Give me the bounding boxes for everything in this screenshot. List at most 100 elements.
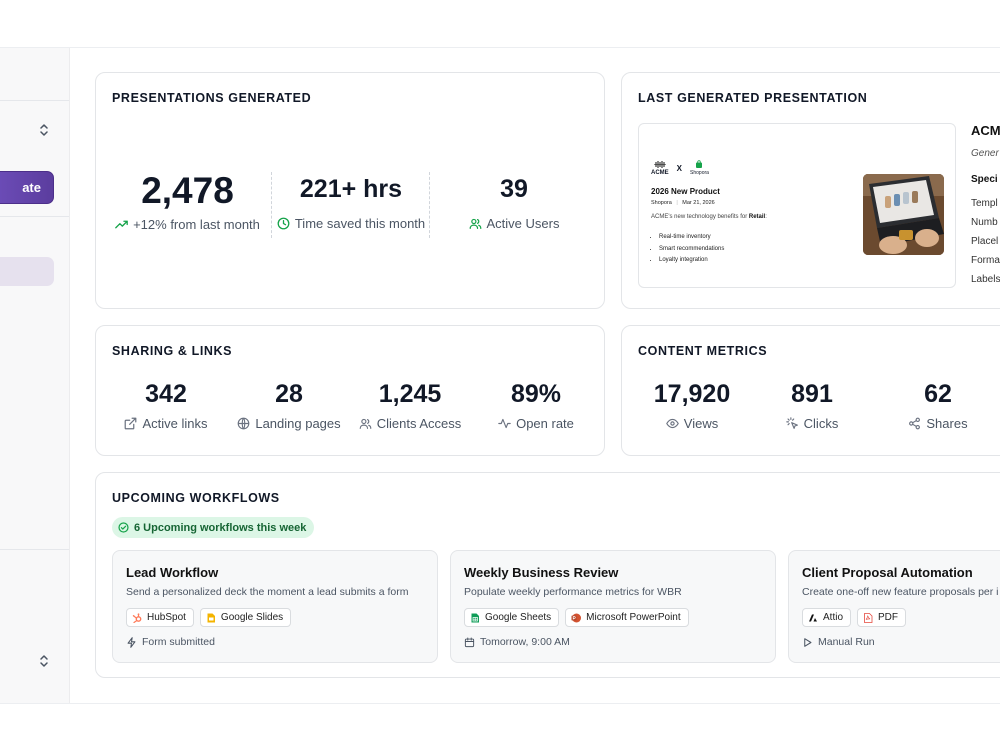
tag-label: HubSpot [147, 612, 186, 623]
bottom-bar [0, 703, 1000, 750]
preview-meta: Shopora | Mar 21, 2026 [651, 200, 715, 206]
presentation-name: ACM [971, 123, 1000, 138]
attio-icon [809, 614, 817, 621]
stat-label: Time saved this month [272, 216, 430, 231]
stat-label: Active links [106, 416, 226, 431]
stat-label-text: +12% from last month [133, 217, 260, 232]
workflows-card: UPCOMING WORKFLOWS 6 Upcoming workflows … [95, 472, 1000, 678]
sidebar-divider [0, 216, 69, 217]
divider [429, 172, 430, 238]
bullet-item: Smart recommendations [659, 244, 724, 256]
stat-label-text: Shares [926, 416, 968, 431]
last-generated-card: LAST GENERATED PRESENTATION ACME X Shopo… [621, 72, 1000, 309]
card-title: SHARING & LINKS [112, 344, 233, 358]
stat-clicks: 891 Clicks [752, 378, 872, 431]
workflow-trigger: Tomorrow, 9:00 AM [464, 636, 570, 648]
chevron-up-down-icon[interactable] [38, 122, 50, 138]
desc-prefix: ACME's new technology benefits for [651, 214, 749, 220]
tag-label: Microsoft PowerPoint [586, 612, 681, 623]
workflow-card-client-proposal[interactable]: Client Proposal Automation Create one-of… [788, 550, 1000, 663]
bullet-item: Loyalty integration [659, 255, 724, 267]
stat-label: Clients Access [352, 416, 468, 431]
stat-value: 39 [500, 175, 528, 203]
hubspot-icon [132, 612, 142, 623]
stat-value: 89% [510, 380, 562, 408]
workflow-tags: Attio PDF [802, 608, 907, 627]
stat-time-saved: 221+ hrs Time saved this month [272, 173, 430, 231]
tag-label: Google Sheets [485, 612, 552, 623]
stat-label: Clicks [752, 416, 872, 431]
top-bar [0, 0, 1000, 48]
sidebar-item-active[interactable] [0, 257, 54, 286]
workflow-title: Weekly Business Review [464, 565, 619, 580]
create-button[interactable]: ate [0, 171, 54, 204]
spec-row: Labels [971, 274, 1000, 285]
spec-row: Numb [971, 217, 998, 228]
share-icon [909, 417, 921, 430]
powerpoint-icon [571, 613, 582, 622]
zap-icon [127, 636, 136, 648]
meta-separator: | [676, 200, 678, 206]
sharing-card: SHARING & LINKS 342 Active links 28 Land… [95, 325, 605, 456]
workflow-card-lead[interactable]: Lead Workflow Send a personalized deck t… [112, 550, 438, 663]
stat-value: 1,245 [378, 380, 442, 408]
spec-row: Templ [971, 198, 998, 209]
preview-description: ACME's new technology benefits for Retai… [651, 214, 767, 220]
trending-up-icon [115, 220, 128, 229]
presentation-subtitle: Gener [971, 148, 999, 159]
stat-label: Landing pages [226, 416, 352, 431]
stat-views: 17,920 Views [632, 378, 752, 431]
card-title: CONTENT METRICS [638, 344, 768, 358]
presentations-card: PRESENTATIONS GENERATED 2,478 +12% from … [95, 72, 605, 309]
stat-label-text: Open rate [516, 416, 574, 431]
users-icon [359, 418, 372, 429]
stat-label-text: Clicks [803, 416, 839, 431]
users-icon [469, 218, 481, 229]
presentation-preview[interactable]: ACME X Shopora 2026 New Product Shopora … [638, 123, 956, 288]
preview-logos: ACME X Shopora [651, 160, 709, 176]
tag-powerpoint: Microsoft PowerPoint [565, 608, 689, 627]
tag-label: Google Slides [220, 612, 284, 623]
shopora-logo: Shopora [690, 160, 709, 176]
workflow-description: Populate weekly performance metrics for … [464, 586, 682, 598]
stat-label-text: Active links [142, 416, 208, 431]
shopping-bag-icon [696, 160, 703, 168]
laptop-photo [863, 174, 944, 255]
chevron-up-down-icon[interactable] [38, 653, 50, 669]
workflow-description: Send a personalized deck the moment a le… [126, 586, 409, 598]
content-metrics-card: CONTENT METRICS 17,920 Views 891 Clicks … [621, 325, 1000, 456]
preview-bullets: Real-time inventory Smart recommendation… [659, 232, 724, 267]
stat-active-links: 342 Active links [106, 378, 226, 431]
external-link-icon [125, 417, 137, 430]
stat-value: 17,920 [653, 380, 731, 408]
preview-title: 2026 New Product [651, 187, 720, 196]
workflow-tags: HubSpot Google Slides [126, 608, 292, 627]
sidebar: ate [0, 48, 70, 703]
stat-clients-access: 1,245 Clients Access [352, 378, 468, 431]
tag-google-slides: Google Slides [199, 608, 292, 627]
stat-active-users: 39 Active Users [430, 173, 598, 231]
stat-label: Shares [878, 416, 998, 431]
tag-pdf: PDF [857, 608, 907, 627]
spec-row: Placel [971, 236, 999, 247]
brand-separator: X [676, 163, 683, 173]
stat-presentations: 2,478 +12% from last month [96, 169, 279, 232]
play-icon [804, 637, 812, 647]
brand-b: Shopora [690, 170, 709, 176]
card-title: UPCOMING WORKFLOWS [112, 491, 280, 505]
workflow-title: Lead Workflow [126, 565, 219, 580]
workflow-title: Client Proposal Automation [802, 565, 973, 580]
clock-icon [277, 217, 290, 230]
stat-label: Open rate [476, 416, 596, 431]
spec-row: Forma [971, 255, 1000, 266]
stat-value: 28 [275, 380, 303, 408]
stat-label-text: Views [683, 416, 719, 431]
desc-bold: Retail [748, 214, 766, 220]
upcoming-count-badge: 6 Upcoming workflows this week [112, 517, 315, 538]
check-circle-icon [118, 522, 129, 533]
desc-suffix: : [765, 214, 767, 220]
workflow-card-weekly-review[interactable]: Weekly Business Review Populate weekly p… [450, 550, 776, 663]
brand-a: ACME [651, 169, 669, 176]
google-slides-icon [207, 613, 215, 622]
stat-label-text: Landing pages [255, 416, 341, 431]
